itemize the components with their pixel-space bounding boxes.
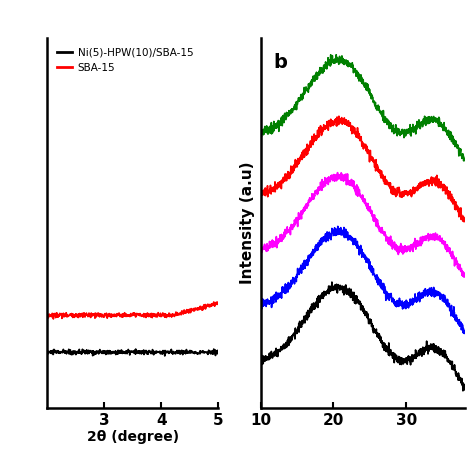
- X-axis label: 2θ (degree): 2θ (degree): [87, 430, 179, 444]
- Y-axis label: Intensity (a.u): Intensity (a.u): [240, 162, 255, 284]
- Text: b: b: [273, 53, 287, 72]
- Legend: Ni(5)-HPW(10)/SBA-15, SBA-15: Ni(5)-HPW(10)/SBA-15, SBA-15: [53, 43, 197, 77]
